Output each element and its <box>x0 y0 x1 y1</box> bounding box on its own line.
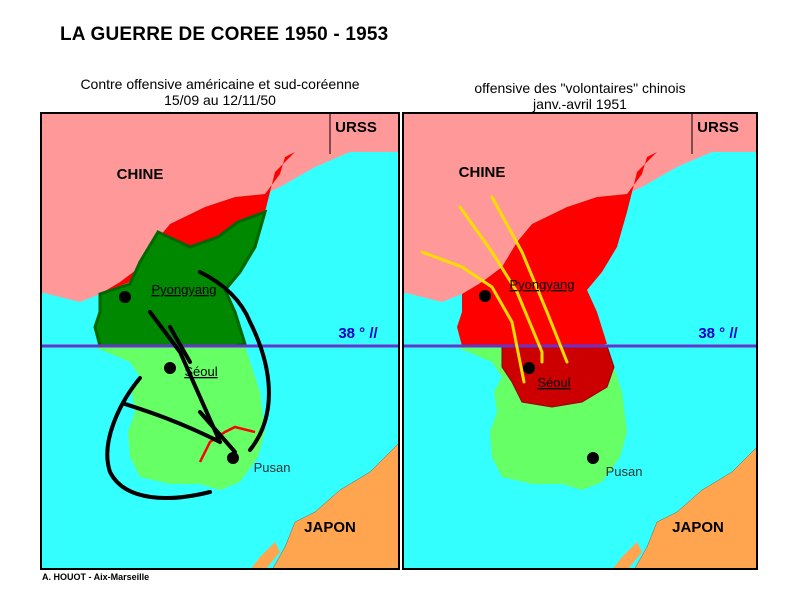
chine-label: CHINE <box>117 166 164 183</box>
parallel-label: 38 ° // <box>338 325 378 342</box>
pusan-label: Pusan <box>606 464 643 479</box>
japon-label: JAPON <box>672 519 724 536</box>
north-korea-territory <box>457 152 657 346</box>
chinese-gain-territory <box>501 345 615 408</box>
china-territory <box>402 112 758 302</box>
pyongyang-arrow <box>168 325 192 364</box>
pyongyang-dot <box>479 290 491 302</box>
seoul-dot <box>164 362 176 374</box>
urss-label: URSS <box>697 119 739 136</box>
japan-territory <box>271 441 400 570</box>
offensive-arrow-east <box>490 195 569 364</box>
page-title: LA GUERRE DE COREE 1950 - 1953 <box>60 24 389 45</box>
map1-subtitle-line1: Contre offensive américaine et sud-corée… <box>80 76 360 92</box>
chine-label: CHINE <box>459 164 506 181</box>
south-korea-territory <box>92 346 265 490</box>
offensive-arrow-west <box>420 250 526 384</box>
north-arrow <box>148 310 222 444</box>
japan-territory <box>633 441 758 570</box>
north-korea-territory <box>100 152 295 294</box>
chinese-offensive-arrows <box>420 195 569 384</box>
map-chinese-offensive: URSS CHINE Pyongyang Séoul Pusan JAPON 3… <box>402 112 758 570</box>
seoul-dot <box>523 362 535 374</box>
map2-subtitle-line1: offensive des "volontaires" chinois <box>474 80 686 96</box>
pusan-dot <box>587 452 599 464</box>
map1-subtitle: Contre offensive américaine et sud-corée… <box>40 76 400 108</box>
map2-subtitle: offensive des "volontaires" chinois janv… <box>402 80 758 112</box>
japon-label: JAPON <box>304 519 356 536</box>
china-territory <box>40 112 400 302</box>
seoul-label: Séoul <box>184 364 217 379</box>
pyongyang-label: Pyongyang <box>509 277 574 292</box>
pusan-dot <box>227 452 239 464</box>
seoul-arrow <box>198 410 237 454</box>
japan-island <box>612 542 642 570</box>
offensive-arrow-center <box>458 205 544 364</box>
japan-island <box>250 542 280 570</box>
urss-label: URSS <box>335 119 377 136</box>
pyongyang-dot <box>119 291 131 303</box>
reconquered-north <box>93 209 268 348</box>
counteroffensive-arrows <box>105 270 271 500</box>
map2-subtitle-line2: janv.-avril 1951 <box>533 96 627 112</box>
inland-arrow <box>123 402 222 444</box>
map1-subtitle-line2: 15/09 au 12/11/50 <box>164 92 276 108</box>
pusan-label: Pusan <box>254 460 291 475</box>
seoul-label: Séoul <box>537 375 570 390</box>
east-coast-arrow <box>198 270 271 452</box>
parallel-label: 38 ° // <box>698 325 738 342</box>
amphibious-route-arrow <box>105 376 212 500</box>
pusan-perimeter-line <box>198 425 256 463</box>
map-border <box>402 112 758 570</box>
map-border <box>40 112 400 570</box>
credit-text: A. HOUOT - Aix-Marseille <box>42 572 150 582</box>
pyongyang-label: Pyongyang <box>151 282 216 297</box>
map-counteroffensive: URSS CHINE Pyongyang Séoul Pusan JAPON 3… <box>40 112 400 570</box>
